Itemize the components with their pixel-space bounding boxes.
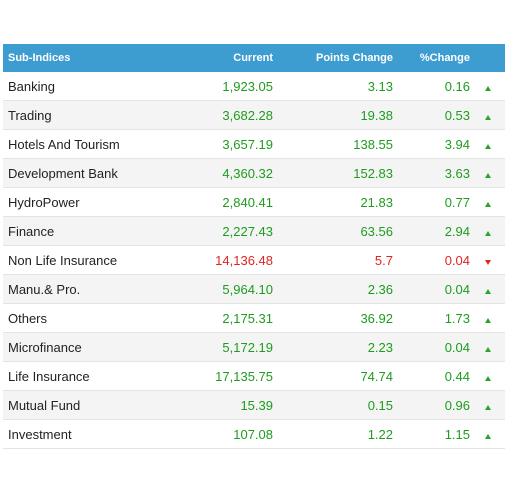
- table-row[interactable]: Finance 2,227.43 63.56 2.94: [3, 217, 505, 246]
- change-indicator: [470, 224, 505, 239]
- header-pct-change[interactable]: %Change: [419, 52, 470, 64]
- current-value: 4,360.32: [222, 165, 273, 181]
- points-change-value: 36.92: [360, 310, 393, 326]
- change-indicator: [470, 166, 505, 181]
- table-row[interactable]: Trading 3,682.28 19.38 0.53: [3, 101, 505, 130]
- pct-change-value: 0.44: [444, 368, 470, 384]
- current-value: 3,682.28: [222, 107, 273, 123]
- change-indicator: [470, 427, 505, 442]
- table-row[interactable]: Hotels And Tourism 3,657.19 138.55 3.94: [3, 130, 505, 159]
- sub-index-name: Development Bank: [8, 165, 118, 181]
- arrow-up-icon: [484, 172, 491, 178]
- table-row[interactable]: Life Insurance 17,135.75 74.74 0.44: [3, 362, 505, 391]
- current-value: 3,657.19: [222, 136, 273, 152]
- sub-index-name: Hotels And Tourism: [8, 136, 120, 152]
- sub-index-name: Others: [8, 310, 48, 326]
- change-indicator: [470, 108, 505, 123]
- header-current[interactable]: Current: [233, 52, 273, 64]
- change-indicator: [470, 195, 505, 210]
- sub-index-name: Life Insurance: [8, 368, 90, 384]
- sub-index-name: Investment: [8, 426, 72, 442]
- current-value: 1,923.05: [222, 78, 273, 94]
- table-row[interactable]: Mutual Fund 15.39 0.15 0.96: [3, 391, 505, 420]
- points-change-value: 138.55: [353, 136, 393, 152]
- arrow-up-icon: [484, 143, 491, 149]
- pct-change-value: 3.94: [444, 136, 470, 152]
- sub-indices-table: Sub-Indices Current Points Change %Chang…: [3, 44, 505, 449]
- pct-change-value: 3.63: [444, 165, 470, 181]
- table-row[interactable]: Development Bank 4,360.32 152.83 3.63: [3, 159, 505, 188]
- pct-change-value: 0.53: [444, 107, 470, 123]
- change-indicator: [470, 137, 505, 152]
- table-row[interactable]: HydroPower 2,840.41 21.83 0.77: [3, 188, 505, 217]
- table-row[interactable]: Others 2,175.31 36.92 1.73: [3, 304, 505, 333]
- current-value: 2,840.41: [222, 194, 273, 210]
- arrow-up-icon: [484, 114, 491, 120]
- sub-index-name: Finance: [8, 223, 55, 239]
- current-value: 2,175.31: [222, 310, 273, 326]
- table-row[interactable]: Investment 107.08 1.22 1.15: [3, 420, 505, 449]
- change-indicator: [470, 369, 505, 384]
- points-change-value: 152.83: [353, 165, 393, 181]
- table-header: Sub-Indices Current Points Change %Chang…: [3, 44, 505, 72]
- current-value: 17,135.75: [215, 368, 273, 384]
- arrow-up-icon: [484, 404, 491, 410]
- sub-index-name: Manu.& Pro.: [8, 281, 81, 297]
- change-indicator: [470, 253, 505, 268]
- points-change-value: 19.38: [360, 107, 393, 123]
- arrow-up-icon: [484, 433, 491, 439]
- current-value: 107.08: [233, 426, 273, 442]
- pct-change-value: 1.15: [444, 426, 470, 442]
- points-change-value: 0.15: [367, 397, 393, 413]
- points-change-value: 3.13: [367, 78, 393, 94]
- pct-change-value: 0.77: [444, 194, 470, 210]
- pct-change-value: 1.73: [444, 310, 470, 326]
- current-value: 14,136.48: [215, 252, 273, 268]
- arrow-up-icon: [484, 375, 491, 381]
- arrow-down-icon: [484, 259, 491, 265]
- header-sub-indices[interactable]: Sub-Indices: [8, 52, 71, 64]
- points-change-value: 5.7: [374, 252, 393, 268]
- sub-index-name: Microfinance: [8, 339, 82, 355]
- pct-change-value: 0.16: [444, 78, 470, 94]
- points-change-value: 1.22: [367, 426, 393, 442]
- sub-index-name: Banking: [8, 78, 55, 94]
- pct-change-value: 2.94: [444, 223, 470, 239]
- table-row[interactable]: Manu.& Pro. 5,964.10 2.36 0.04: [3, 275, 505, 304]
- change-indicator: [470, 340, 505, 355]
- arrow-up-icon: [484, 288, 491, 294]
- pct-change-value: 0.96: [444, 397, 470, 413]
- change-indicator: [470, 311, 505, 326]
- arrow-up-icon: [484, 317, 491, 323]
- points-change-value: 63.56: [360, 223, 393, 239]
- points-change-value: 21.83: [360, 194, 393, 210]
- points-change-value: 74.74: [360, 368, 393, 384]
- current-value: 5,964.10: [222, 281, 273, 297]
- current-value: 15.39: [240, 397, 273, 413]
- table-row[interactable]: Microfinance 5,172.19 2.23 0.04: [3, 333, 505, 362]
- sub-index-name: Non Life Insurance: [8, 252, 118, 268]
- pct-change-value: 0.04: [444, 281, 470, 297]
- current-value: 5,172.19: [222, 339, 273, 355]
- change-indicator: [470, 79, 505, 94]
- change-indicator: [470, 282, 505, 297]
- current-value: 2,227.43: [222, 223, 273, 239]
- points-change-value: 2.23: [367, 339, 393, 355]
- sub-index-name: Trading: [8, 107, 52, 123]
- sub-index-name: HydroPower: [8, 194, 80, 210]
- table-row[interactable]: Non Life Insurance 14,136.48 5.7 0.04: [3, 246, 505, 275]
- table-body: Banking 1,923.05 3.13 0.16 Trading 3,682.28 19…: [3, 72, 505, 449]
- arrow-up-icon: [484, 346, 491, 352]
- table-row[interactable]: Banking 1,923.05 3.13 0.16: [3, 72, 505, 101]
- arrow-up-icon: [484, 85, 491, 91]
- sub-index-name: Mutual Fund: [8, 397, 81, 413]
- change-indicator: [470, 398, 505, 413]
- arrow-up-icon: [484, 230, 491, 236]
- pct-change-value: 0.04: [444, 252, 470, 268]
- points-change-value: 2.36: [367, 281, 393, 297]
- arrow-up-icon: [484, 201, 491, 207]
- header-points-change[interactable]: Points Change: [315, 52, 393, 64]
- pct-change-value: 0.04: [444, 339, 470, 355]
